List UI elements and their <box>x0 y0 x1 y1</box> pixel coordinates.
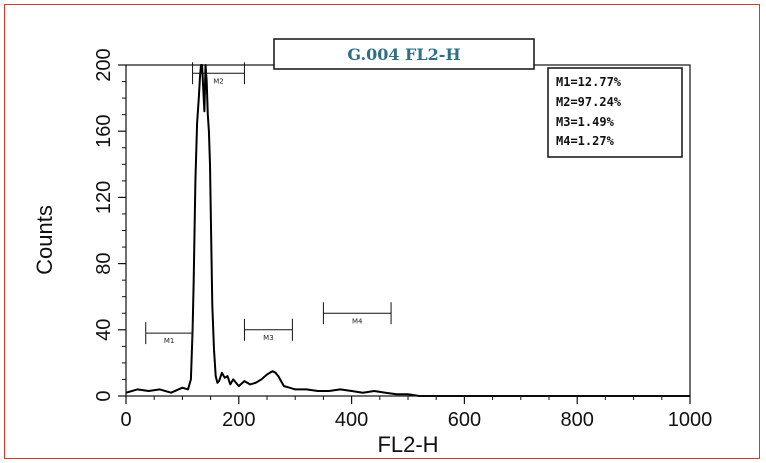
x-tick-label-400: 400 <box>335 409 368 431</box>
x-tick-label-600: 600 <box>448 409 481 431</box>
y-tick-label-40: 40 <box>93 319 115 341</box>
chart-title-box <box>273 38 535 70</box>
histogram-series-0 <box>125 64 690 397</box>
m3-marker-label: M3 <box>263 334 274 342</box>
m4-marker-label: M4 <box>352 317 363 325</box>
m1-marker-label: M1 <box>164 337 175 345</box>
stat-m1: M1=12.77% <box>556 75 622 89</box>
y-tick-label-80: 80 <box>93 252 115 274</box>
stats-box <box>547 67 683 158</box>
chart-title: G.004 FL2-H <box>347 45 460 64</box>
stat-m3: M3=1.49% <box>556 115 615 129</box>
y-axis-title: Counts <box>32 205 57 275</box>
x-tick-label-1000: 1000 <box>668 409 713 431</box>
y-tick-label-120: 120 <box>93 181 115 214</box>
x-axis-title: FL2-H <box>377 432 438 457</box>
y-tick-label-0: 0 <box>93 390 115 401</box>
marks-layer: 0 200 400 600 800 1000 0 40 80 120 160 200 M1 M2 M3 M4 <box>93 48 712 431</box>
m2-marker-label: M2 <box>213 77 224 85</box>
y-tick-label-200: 200 <box>93 48 115 81</box>
y-tick-label-160: 160 <box>93 115 115 148</box>
stat-m4: M4=1.27% <box>556 134 615 148</box>
x-tick-label-800: 800 <box>561 409 594 431</box>
x-tick-label-0: 0 <box>120 409 131 431</box>
stat-m2: M2=97.24% <box>556 95 622 109</box>
x-tick-label-200: 200 <box>222 409 255 431</box>
